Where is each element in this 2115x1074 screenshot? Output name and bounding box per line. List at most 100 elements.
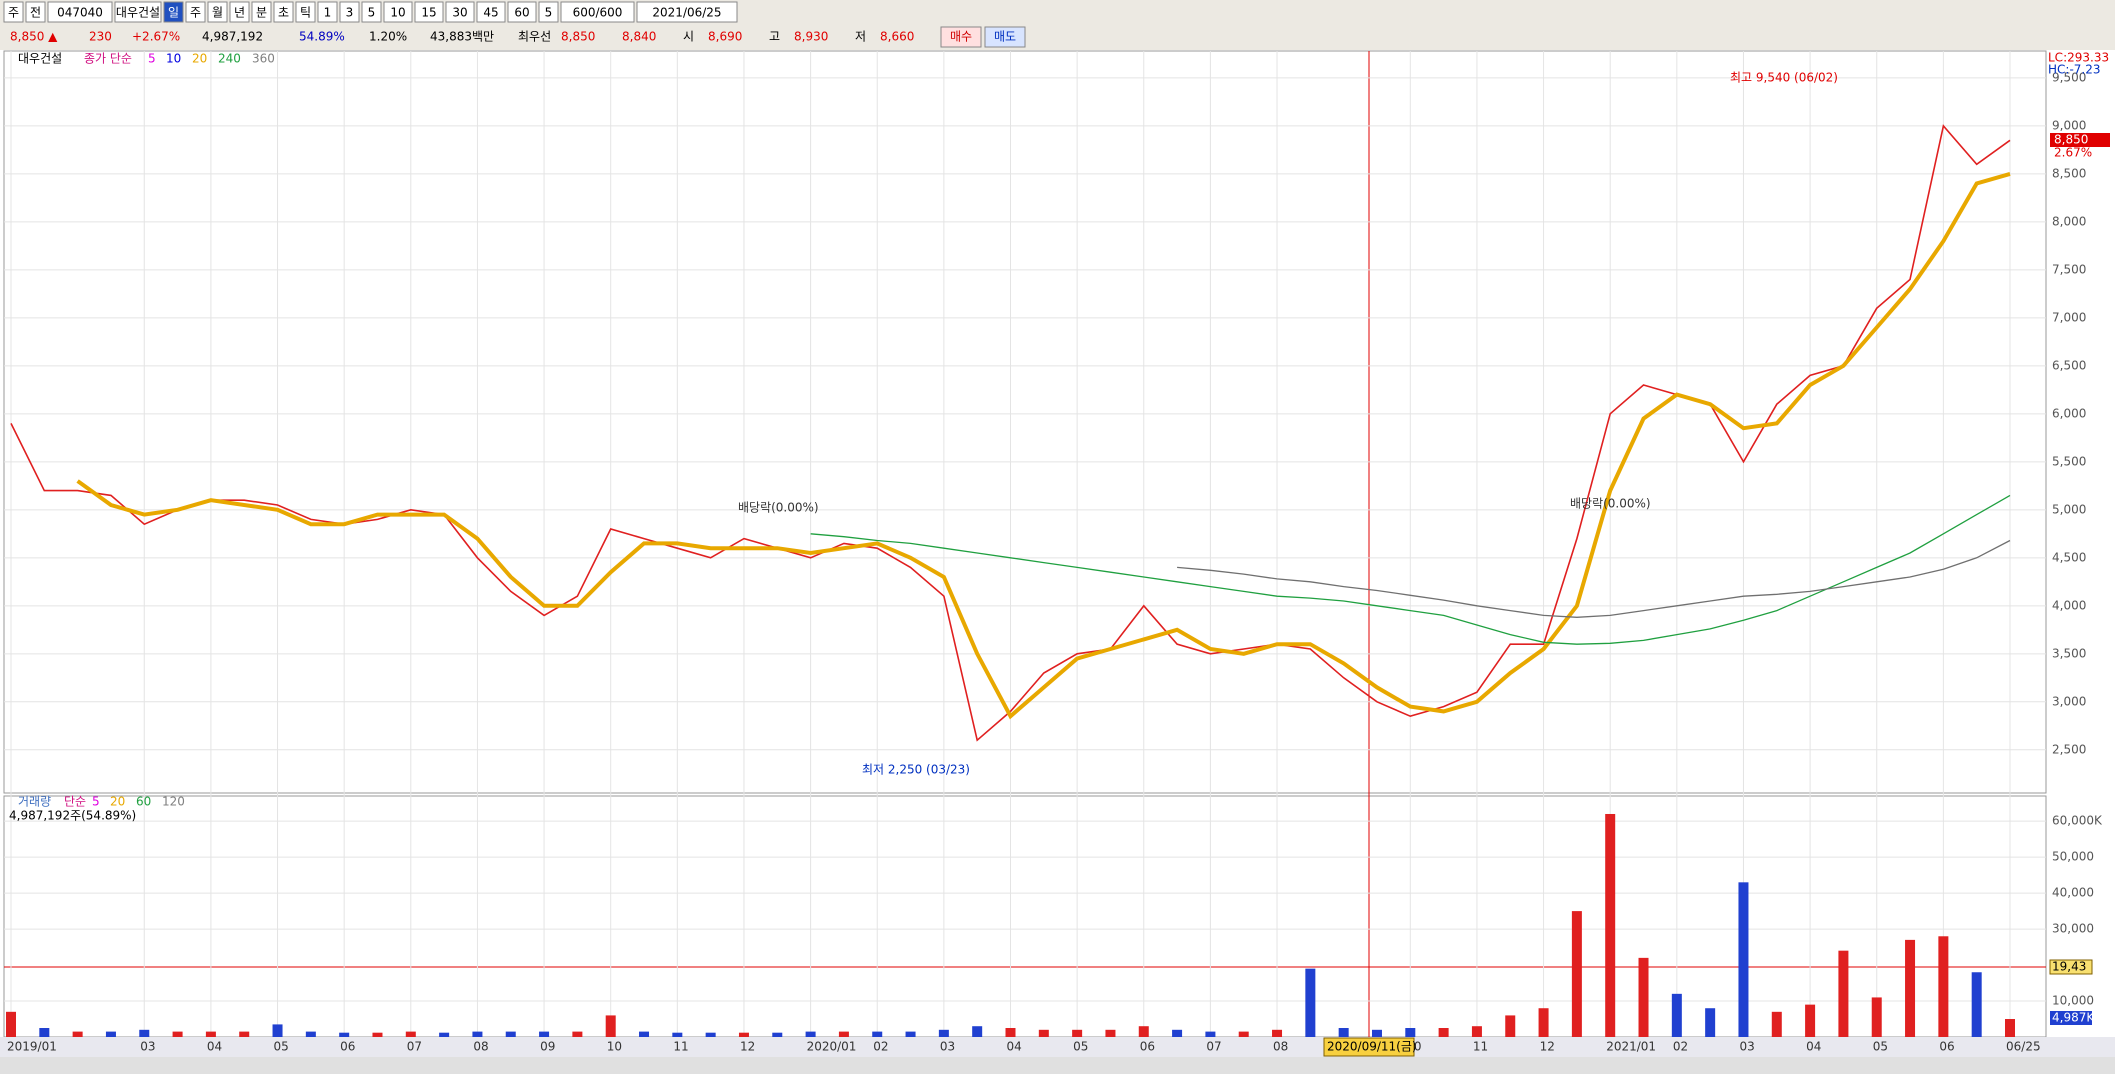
right-label: 19,43 [2052,960,2086,974]
toolbar-button[interactable] [163,1,184,23]
toolbar-button[interactable] [47,1,113,23]
quote-field: 저 [855,30,866,44]
volume-bar [72,1031,83,1037]
volume-bar [1571,911,1582,1037]
annotation: 배당락(0.00%) [738,501,819,515]
x-tick-label: 02 [873,1040,888,1054]
toolbar-button[interactable] [560,1,635,23]
x-tick-label: 07 [407,1040,422,1054]
legend-entry: 5 [148,52,156,66]
volume-bar [539,1031,550,1037]
right-label: 8,850 [2054,133,2088,147]
price-line [1177,539,2011,618]
y-tick-label: 6,000 [2052,406,2086,420]
quote-field: 8,930 [794,30,828,44]
legend-entry: 20 [110,795,125,809]
x-axis-bar [0,1037,2115,1057]
toolbar-label: 30 [452,6,467,20]
volume-bar [1671,993,1682,1037]
toolbar-label: 초 [278,6,289,20]
toolbar-button[interactable] [273,1,294,23]
quote-field: 8,850 [561,30,595,44]
quote-field: 43,883백만 [430,30,494,44]
toolbar-button[interactable] [414,1,444,23]
toolbar-button[interactable] [25,1,46,23]
volume-bar [805,1031,816,1037]
volume-bar [705,1032,716,1037]
volume-bar [2005,1019,2015,1037]
toolbar-button[interactable] [317,1,338,23]
volume-bar [572,1031,583,1037]
volume-bar [1871,997,1882,1037]
toolbar-label: 5 [368,6,376,20]
y-tick-label: 30,000 [2052,922,2094,936]
y-tick-label: 3,500 [2052,646,2086,660]
volume-bar [439,1032,450,1037]
toolbar-button[interactable] [295,1,316,23]
volume-bar [1505,1015,1516,1037]
right-label: HC:-7.23 [2048,63,2101,77]
volume-bar [1338,1028,1349,1037]
toolbar-button[interactable] [3,1,24,23]
toolbar-button[interactable] [339,1,360,23]
volume-bar [605,1015,616,1037]
toolbar-label: 2021/06/25 [652,6,721,20]
toolbar-button[interactable] [229,1,250,23]
volume-bar [1438,1028,1449,1037]
last-price-tag [2050,133,2110,147]
toolbar-label: 15 [421,6,436,20]
scroll-bar[interactable] [0,1057,2115,1074]
quote-field: 4,987,192 [202,30,263,44]
order-button[interactable] [940,26,982,48]
quote-field: 1.20% [369,30,407,44]
volume-bar [1205,1031,1216,1037]
toolbar-label: 대우건설 [116,6,160,20]
toolbar-label: 047040 [57,6,103,20]
x-tick-label: 06 [1140,1040,1155,1054]
volume-bar [239,1031,250,1037]
volume-bar [1138,1026,1149,1037]
legend-entry: 5 [92,795,100,809]
x-tick-label: 08 [1273,1040,1288,1054]
panel-title: 거래량 [18,795,51,809]
x-tick-label: 05 [1073,1040,1088,1054]
volume-bar [1172,1029,1183,1037]
toolbar-label: 일 [168,6,179,20]
toolbar-button[interactable] [185,1,206,23]
x-tick-label: 04 [1007,1040,1022,1054]
price-line [76,171,2011,720]
volume-bar [1072,1029,1083,1037]
toolbar-button[interactable] [636,1,738,23]
toolbar-label: 년 [234,6,245,20]
volume-bar [339,1032,350,1037]
volume-bar [639,1031,650,1037]
volume-bar [39,1028,50,1037]
y-tick-label: 8,500 [2052,166,2086,180]
x-tick-label: 2019/01 [7,1040,57,1054]
toolbar-button[interactable] [383,1,413,23]
y-tick-label: 40,000 [2052,886,2094,900]
y-tick-label: 2,500 [2052,742,2086,756]
toolbar-button[interactable] [114,1,162,23]
toolbar-button[interactable] [507,1,537,23]
toolbar-button[interactable] [251,1,272,23]
volume-bar [1005,1028,1016,1037]
order-button[interactable] [984,26,1026,48]
volume-bar [272,1024,283,1037]
toolbar-button[interactable] [538,1,559,23]
x-tick-label: 09 [540,1040,555,1054]
legend-entry: 120 [162,795,185,809]
x-tick-label: 06/25 [2006,1040,2041,1054]
volume-bar [1371,1029,1382,1037]
toolbar-button[interactable] [476,1,506,23]
volume-bar [772,1032,783,1037]
toolbar-button[interactable] [361,1,382,23]
x-tick-label: 12 [1540,1040,1555,1054]
legend-entry: 10 [166,52,181,66]
x-tick-label: 02 [1673,1040,1688,1054]
toolbar-label: 10 [390,6,405,20]
volume-bar [1838,950,1849,1037]
toolbar-button[interactable] [207,1,228,23]
y-tick-label: 7,000 [2052,310,2086,324]
toolbar-button[interactable] [445,1,475,23]
